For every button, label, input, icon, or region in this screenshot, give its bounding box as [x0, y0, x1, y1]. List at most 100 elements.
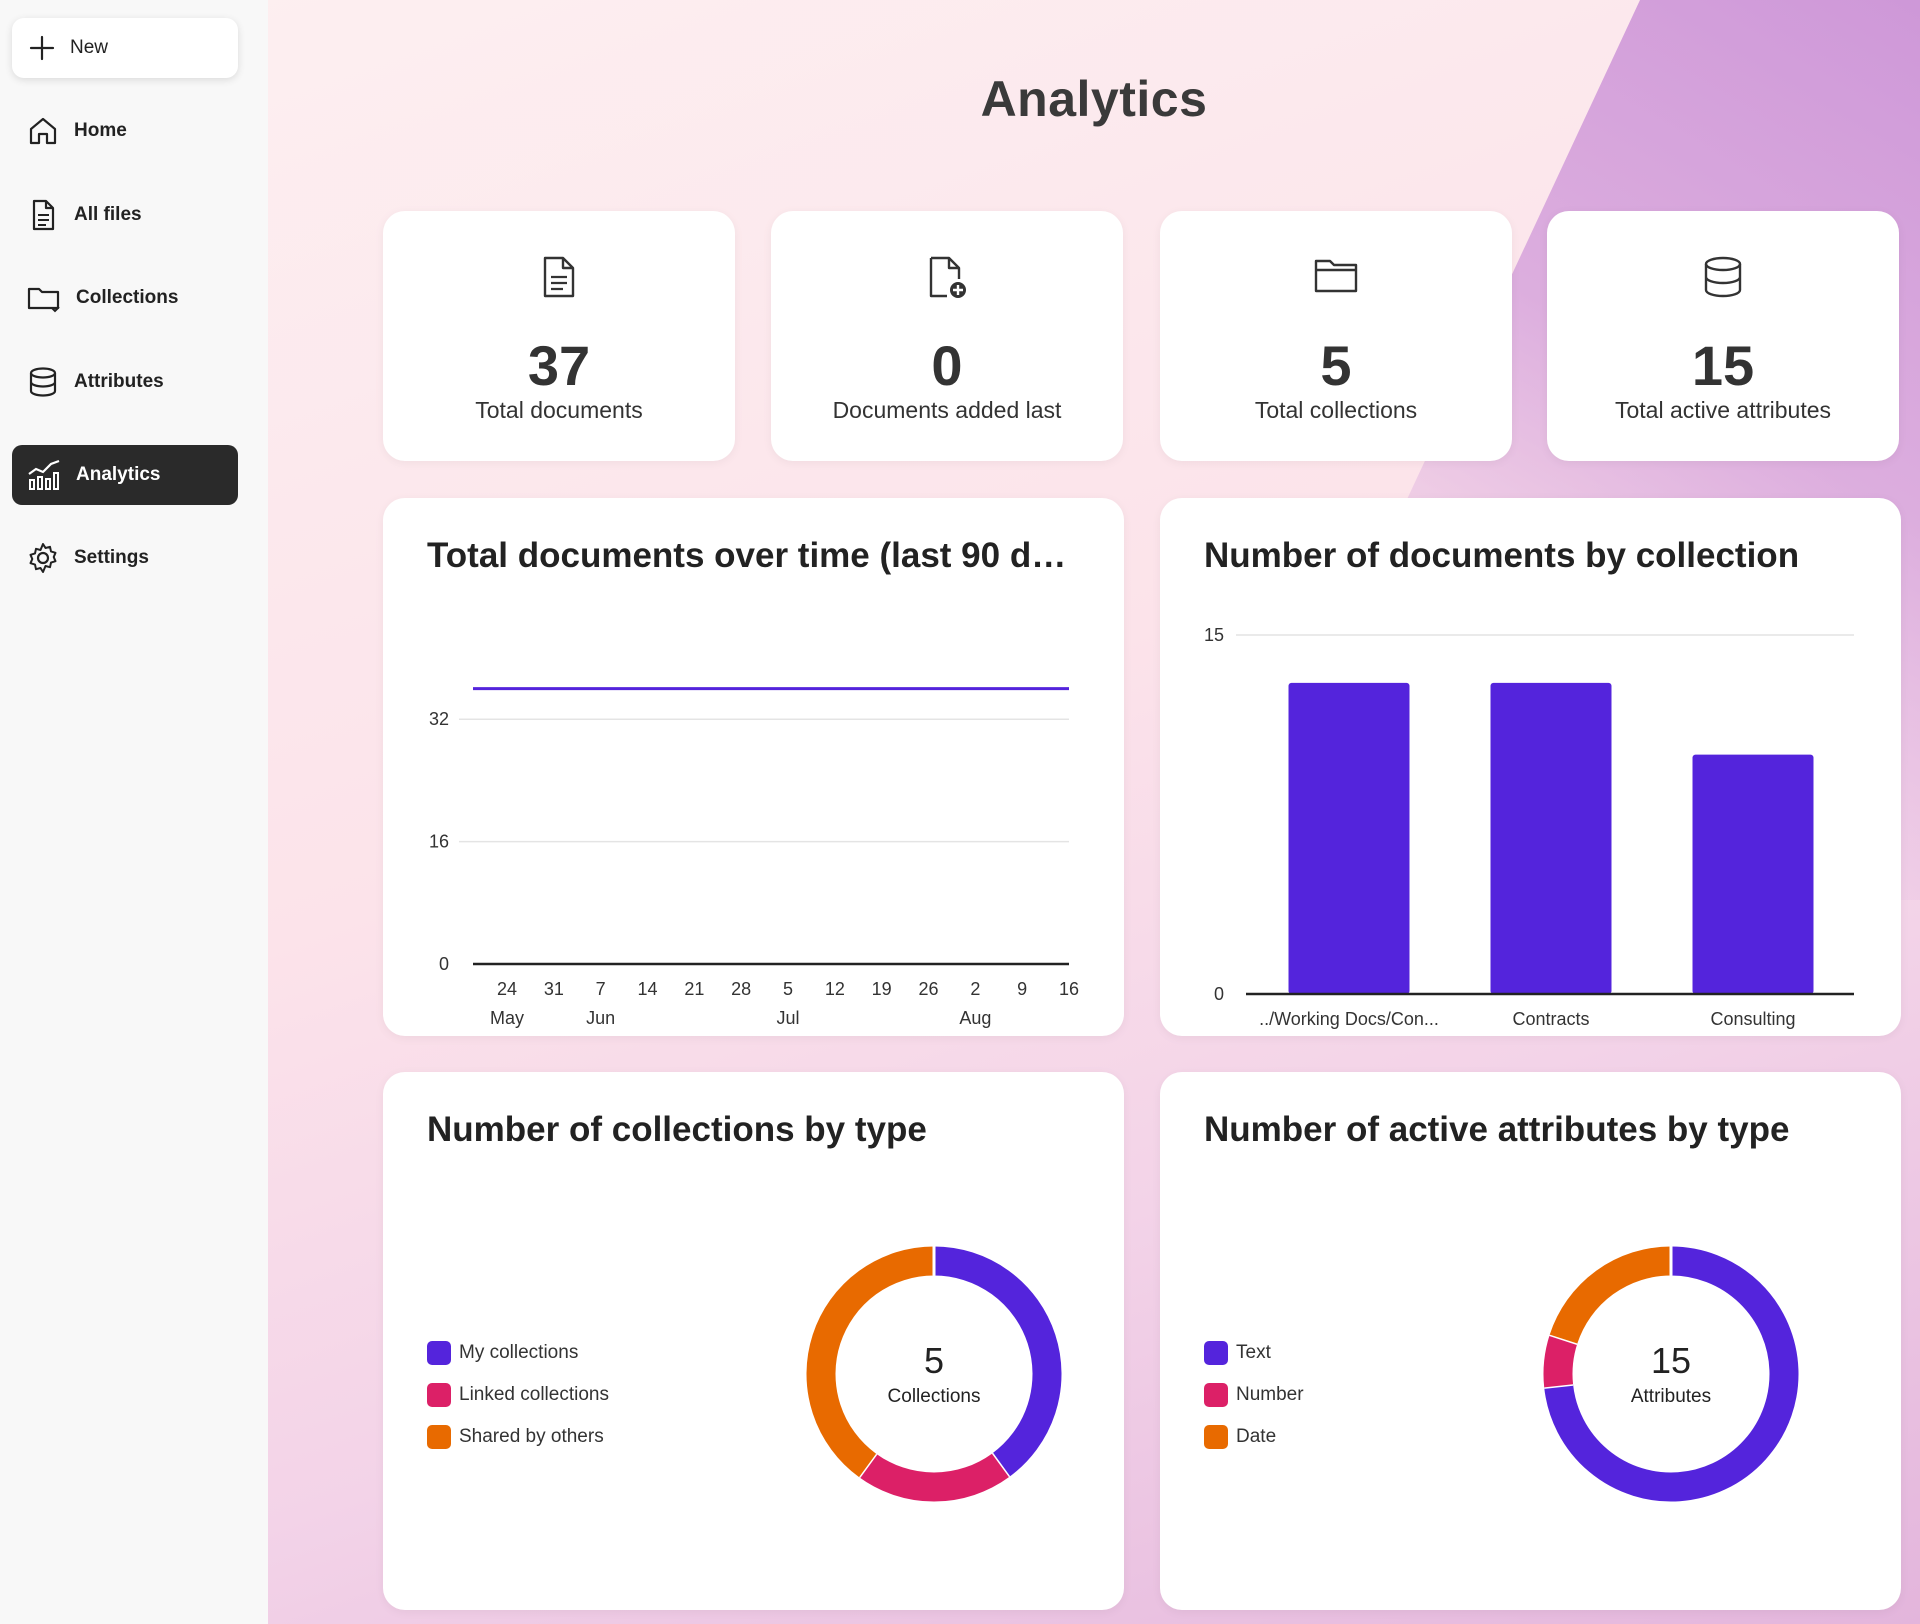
x-tick-label: 21 — [684, 979, 704, 999]
kpi-label: Total active attributes — [1614, 397, 1832, 423]
donut-center: 15 Attributes — [1601, 1340, 1741, 1408]
sidebar-item-home[interactable]: Home — [12, 101, 238, 161]
kpi-label: Documents added last — [832, 397, 1062, 423]
new-button[interactable]: New — [12, 18, 238, 78]
legend-label: Text — [1236, 1342, 1271, 1363]
legend-swatch — [1204, 1341, 1228, 1365]
legend-label: Date — [1236, 1426, 1277, 1447]
legend-item[interactable]: Linked collections — [427, 1374, 609, 1416]
y-tick-label: 0 — [1214, 984, 1224, 1004]
analytics-icon — [28, 459, 60, 490]
legend-swatch — [1204, 1383, 1228, 1407]
kpi-value: 5 — [1320, 334, 1352, 397]
donut-chart — [1543, 1246, 1799, 1502]
legend-item[interactable]: My collections — [427, 1332, 609, 1374]
x-tick-label: 28 — [731, 979, 751, 999]
donut-slice — [859, 1453, 1009, 1502]
legend-swatch — [427, 1341, 451, 1365]
x-tick-label: Consulting — [1710, 1009, 1795, 1029]
donut-slice — [933, 1246, 1062, 1478]
legend: My collections Linked collections Shared… — [427, 1332, 609, 1458]
bar — [1490, 682, 1612, 994]
sidebar: New Home All files Collections Attribute… — [0, 0, 268, 1624]
sidebar-item-label: Home — [74, 120, 127, 141]
donut-center-label: Collections — [887, 1386, 981, 1407]
chart-card-documents-by-collection: Number of documents by collection 0 15 ../… — [1160, 498, 1901, 1036]
document-icon — [543, 256, 575, 298]
legend-swatch — [1204, 1425, 1228, 1449]
donut-slice — [1544, 1246, 1799, 1502]
legend-label: My collections — [459, 1342, 579, 1363]
legend-swatch — [427, 1425, 451, 1449]
kpi-value: 0 — [931, 334, 963, 397]
x-tick-label: 2 — [970, 979, 980, 999]
donut-slice — [1543, 1334, 1578, 1388]
database-icon — [1704, 256, 1742, 298]
x-tick-label: ../Working Docs/Con... — [1259, 1009, 1439, 1029]
x-tick-label: 19 — [872, 979, 892, 999]
donut-slice — [1549, 1246, 1672, 1344]
kpi-label: Total documents — [475, 397, 643, 423]
kpi-card-total-documents: 37 Total documents — [383, 211, 735, 461]
home-icon — [29, 117, 57, 145]
chart-card-collections-by-type: Number of collections by type My collect… — [383, 1072, 1124, 1610]
y-tick-label: 32 — [429, 709, 449, 729]
donut-slice — [806, 1246, 935, 1478]
page-title: Analytics — [980, 71, 1208, 127]
x-month-label: Jun — [586, 1008, 615, 1028]
kpi-card-documents-added: 0 Documents added last — [771, 211, 1123, 461]
line-chart: 0 16 32 24 31 7 14 21 28 5 12 19 26 2 9 16 May Jun Jul Aug — [429, 687, 1079, 1028]
document-add-icon — [929, 256, 966, 298]
sidebar-item-settings[interactable]: Settings — [12, 528, 238, 588]
x-tick-label: 14 — [637, 979, 657, 999]
chart-card-documents-over-time: Total documents over time (last 90 da...… — [383, 498, 1124, 1036]
x-month-label: May — [490, 1008, 524, 1028]
folder-icon — [27, 287, 60, 313]
kpi-card-total-active-attributes: 15 Total active attributes — [1547, 211, 1899, 461]
bar-chart: 0 15 ../Working Docs/Con... Contracts Consul… — [1204, 625, 1854, 1029]
y-tick-label: 16 — [429, 832, 449, 852]
x-tick-label: 31 — [544, 979, 564, 999]
donut-center-value: 5 — [923, 1340, 945, 1381]
kpi-card-total-collections: 5 Total collections — [1160, 211, 1512, 461]
x-month-label: Jul — [776, 1008, 799, 1028]
sidebar-item-label: Collections — [76, 287, 179, 308]
legend-swatch — [427, 1383, 451, 1407]
bar — [1288, 682, 1410, 994]
x-tick-label: 26 — [918, 979, 938, 999]
legend-item[interactable]: Shared by others — [427, 1416, 609, 1458]
kpi-value: 37 — [527, 334, 591, 397]
bar — [1692, 754, 1814, 994]
plus-icon — [29, 35, 55, 61]
legend: Text Number Date — [1204, 1332, 1304, 1458]
x-tick-label: 16 — [1059, 979, 1079, 999]
donut-center-label: Attributes — [1630, 1386, 1712, 1407]
kpi-label: Total collections — [1254, 397, 1418, 423]
donut-center: 5 Collections — [864, 1340, 1004, 1408]
file-icon — [32, 199, 55, 231]
sidebar-item-collections[interactable]: Collections — [12, 268, 238, 328]
folder-icon — [1314, 259, 1358, 293]
legend-item[interactable]: Date — [1204, 1416, 1304, 1458]
sidebar-item-label: All files — [74, 204, 142, 225]
sidebar-item-label: Analytics — [76, 464, 161, 485]
sidebar-item-all-files[interactable]: All files — [12, 185, 238, 245]
legend-item[interactable]: Number — [1204, 1374, 1304, 1416]
sidebar-item-attributes[interactable]: Attributes — [12, 352, 238, 412]
x-tick-label: 24 — [497, 979, 517, 999]
x-tick-label: 7 — [596, 979, 606, 999]
x-tick-label: 9 — [1017, 979, 1027, 999]
chart-card-attributes-by-type: Number of active attributes by type Text… — [1160, 1072, 1901, 1610]
sidebar-item-label: Settings — [74, 547, 149, 568]
donut-chart — [806, 1246, 1062, 1502]
sidebar-item-label: Attributes — [74, 371, 164, 392]
kpi-value: 15 — [1691, 334, 1755, 397]
x-month-label: Aug — [959, 1008, 991, 1028]
legend-label: Number — [1236, 1384, 1304, 1405]
legend-label: Shared by others — [459, 1426, 604, 1447]
donut-center-value: 15 — [1650, 1340, 1692, 1381]
sidebar-item-analytics[interactable]: Analytics — [12, 445, 238, 505]
legend-item[interactable]: Text — [1204, 1332, 1304, 1374]
y-tick-label: 0 — [439, 954, 449, 974]
database-icon — [29, 367, 57, 397]
